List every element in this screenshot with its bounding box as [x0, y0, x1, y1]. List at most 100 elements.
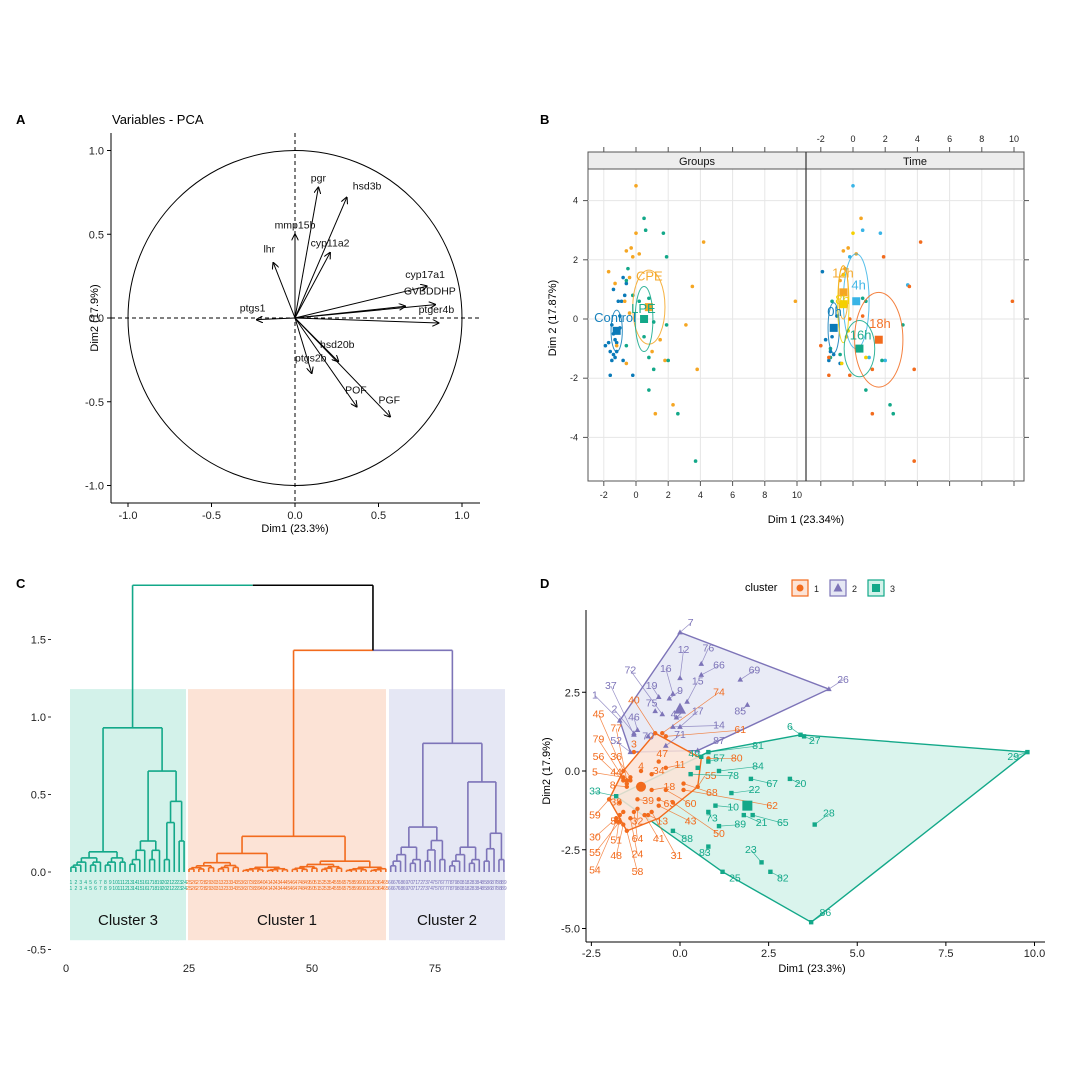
- point-label: 34: [653, 765, 665, 777]
- point-lpe: [637, 299, 642, 304]
- leader-line: [743, 814, 762, 824]
- leader-line: [665, 668, 674, 694]
- point-4h: [851, 184, 855, 188]
- point-label: 33: [589, 786, 601, 798]
- point-label: 27: [809, 735, 821, 747]
- point-label: 64: [632, 833, 644, 845]
- point-cluster-1: [649, 787, 654, 793]
- leaf-label: 56: [339, 886, 345, 892]
- leaf-label: 7: [99, 880, 102, 886]
- leaf-label: 59: [353, 886, 359, 892]
- point-cluster-1: [635, 806, 640, 811]
- leader-line: [752, 814, 783, 824]
- panel-letter-a: A: [16, 112, 26, 127]
- x-tick-label: -1.0: [119, 510, 138, 522]
- leader-line: [615, 756, 631, 778]
- leaf-label: 4: [84, 886, 87, 892]
- leader-line: [615, 728, 628, 781]
- point-label: 43: [685, 816, 697, 828]
- point-cluster-1: [624, 781, 630, 786]
- point-cpe: [614, 343, 619, 348]
- point-cpe: [627, 275, 632, 280]
- leader-line: [679, 711, 698, 728]
- leaf-label: 30: [211, 886, 217, 892]
- leader-line: [731, 789, 755, 794]
- point-label: 4: [638, 760, 644, 772]
- group-center-0h: [829, 323, 838, 332]
- leaf-label: 38: [250, 880, 256, 886]
- leaf-label: 72: [417, 886, 423, 892]
- point-18h: [827, 373, 831, 378]
- leaf-label: 89: [501, 880, 507, 886]
- variable-arrow-ptgs2b: [294, 317, 312, 373]
- leaf-label: 41: [265, 886, 271, 892]
- leader-line: [594, 772, 624, 778]
- leaf-label: 67: [393, 880, 399, 886]
- leaf-label: 10: [112, 880, 118, 886]
- leaf-label: 59: [353, 880, 359, 886]
- point-cpe: [627, 311, 632, 315]
- point-label: 20: [795, 778, 807, 790]
- leaf-label: 42: [270, 886, 276, 892]
- point-label: 82: [777, 872, 789, 884]
- point-label: 36: [610, 751, 622, 763]
- variable-label-pof: POF: [345, 384, 367, 396]
- leaf-label: 82: [467, 886, 473, 892]
- point-4h: [883, 358, 887, 363]
- leaf-label: 31: [216, 880, 222, 886]
- leader-line: [594, 695, 620, 721]
- point-label: 81: [752, 740, 764, 752]
- point-label: 70: [642, 731, 654, 743]
- panel-a-pca-variables: Variables - PCA Dim1 (23.3%) Dim2 (17.9%…: [85, 112, 480, 535]
- leaf-label: 17: [147, 880, 153, 886]
- leaf-label: 19: [157, 886, 163, 892]
- y-tick-label: 4: [573, 196, 578, 206]
- leaf-label: 77: [442, 886, 448, 892]
- point-cpe: [690, 284, 695, 289]
- leaf-label: 15: [137, 886, 143, 892]
- leaf-label: 7: [99, 886, 102, 892]
- point-cluster-3: [695, 765, 700, 771]
- confidence-ellipse-12h: [838, 265, 849, 320]
- panel-letter-c: C: [16, 576, 26, 591]
- group-center-cpe: [644, 303, 653, 312]
- point-label: 32: [632, 816, 644, 828]
- leader-line: [679, 649, 684, 679]
- leader-line: [658, 805, 691, 822]
- point-label: 75: [646, 697, 658, 709]
- point-label: 65: [777, 817, 789, 829]
- leader-line: [594, 821, 617, 871]
- leaf-label: 52: [319, 886, 325, 892]
- point-label: 2: [611, 704, 617, 716]
- point-cluster-1: [681, 781, 686, 786]
- point-control: [606, 340, 611, 345]
- leader-line: [665, 764, 681, 769]
- leaf-label: 43: [275, 880, 281, 886]
- leaf-label: 48: [299, 886, 305, 892]
- point-label: 57: [713, 753, 725, 765]
- point-label: 3: [631, 738, 637, 750]
- variable-label-mmp15b: mmp15b: [275, 219, 316, 231]
- panel-letter-d: D: [540, 576, 549, 591]
- leader-line: [651, 685, 660, 698]
- leaf-label: 14: [132, 880, 138, 886]
- panel-d-cluster-plot: Dim1 (23.3%) Dim2 (17.9%) cluster -2.5 0.…: [541, 579, 1045, 975]
- leaf-label: 1: [70, 880, 73, 886]
- legend-symbol-square: [872, 584, 880, 592]
- leader-line: [701, 665, 720, 676]
- convex-hull-cluster-2: [618, 631, 831, 753]
- point-lpe: [676, 411, 680, 416]
- x-tick-label: -2: [600, 490, 608, 500]
- leader-line: [810, 912, 826, 923]
- point-cluster-2: [744, 701, 751, 707]
- point-cluster-3: [716, 823, 722, 829]
- point-cluster-1: [628, 775, 633, 780]
- leaf-label: 62: [368, 880, 374, 886]
- point-cluster-1: [660, 731, 665, 736]
- point-cluster-1: [642, 812, 647, 818]
- y-tick-label: -1.0: [85, 481, 104, 493]
- leader-line: [633, 811, 638, 839]
- point-12h: [846, 246, 850, 250]
- x-tick-label-top: -2: [817, 134, 825, 144]
- leaf-label: 18: [152, 886, 158, 892]
